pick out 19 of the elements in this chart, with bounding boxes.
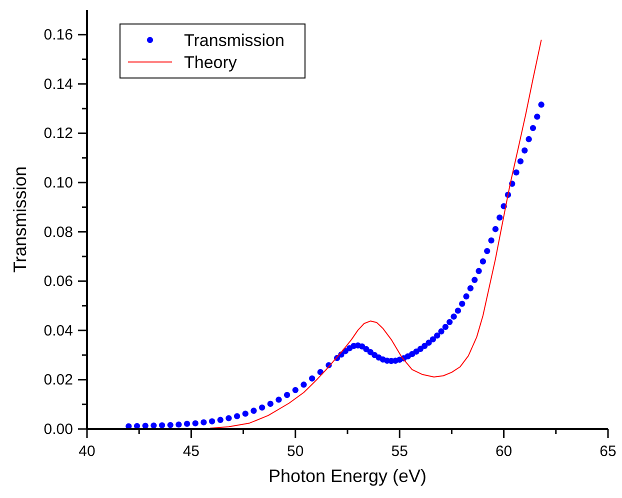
y-tick-label: 0.02 <box>44 372 73 389</box>
y-tick-label: 0.06 <box>44 273 73 290</box>
y-tick-label: 0.08 <box>44 224 73 241</box>
x-tick-label: 45 <box>182 443 200 460</box>
y-tick-label: 0.10 <box>44 174 73 192</box>
x-tick-label: 50 <box>287 443 304 460</box>
y-tick-label: 0.12 <box>44 125 73 142</box>
y-tick-label: 0.00 <box>44 421 73 438</box>
x-tick-label: 40 <box>78 443 96 460</box>
y-axis-title: Transmission <box>10 166 30 273</box>
y-tick-label: 0.16 <box>44 26 73 44</box>
legend-label: Theory <box>184 53 238 72</box>
y-tick-label: 0.14 <box>44 76 73 93</box>
legend-label: Transmission <box>184 31 284 50</box>
x-tick-label: 60 <box>495 443 512 460</box>
x-tick-label: 65 <box>600 443 616 460</box>
x-tick-label: 55 <box>391 443 408 460</box>
x-axis-title: Photon Energy (eV) <box>268 466 427 486</box>
y-tick-label: 0.04 <box>44 322 73 340</box>
